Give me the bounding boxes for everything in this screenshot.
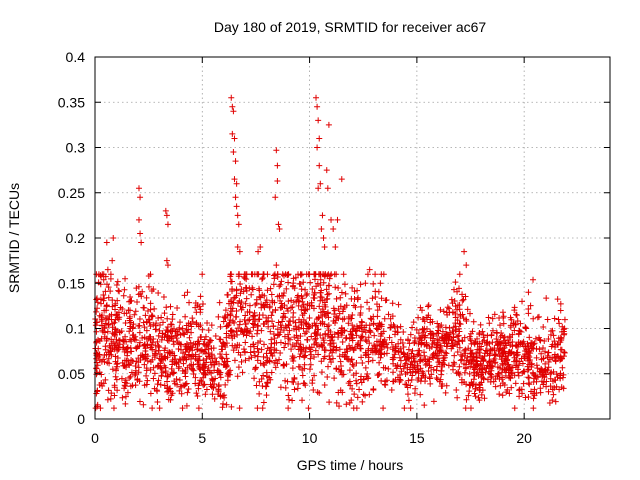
x-tick-label: 10: [302, 430, 318, 446]
y-tick-label: 0.05: [58, 366, 85, 382]
x-tick-label: 5: [198, 430, 206, 446]
y-tick-label: 0.1: [66, 321, 86, 337]
y-axis-label: SRMTID / TECUs: [6, 183, 22, 293]
y-tick-label: 0.4: [66, 49, 86, 65]
x-tick-label: 20: [516, 430, 532, 446]
y-tick-label: 0.2: [66, 230, 86, 246]
x-tick-label: 0: [91, 430, 99, 446]
y-tick-label: 0.15: [58, 275, 85, 291]
y-tick-label: 0: [77, 411, 85, 427]
y-tick-label: 0.25: [58, 185, 85, 201]
y-tick-label: 0.35: [58, 94, 85, 110]
x-tick-label: 15: [409, 430, 425, 446]
srmtid-scatter-chart: 0 0.05 0.1 0.15 0.2 0.25 0.3 0.35 0.4 0 5 10 15 20 Da…: [0, 0, 640, 480]
chart-title: Day 180 of 2019, SRMTID for receiver ac6…: [214, 19, 487, 35]
y-tick-label: 0.3: [66, 140, 86, 156]
x-axis-label: GPS time / hours: [297, 457, 404, 473]
